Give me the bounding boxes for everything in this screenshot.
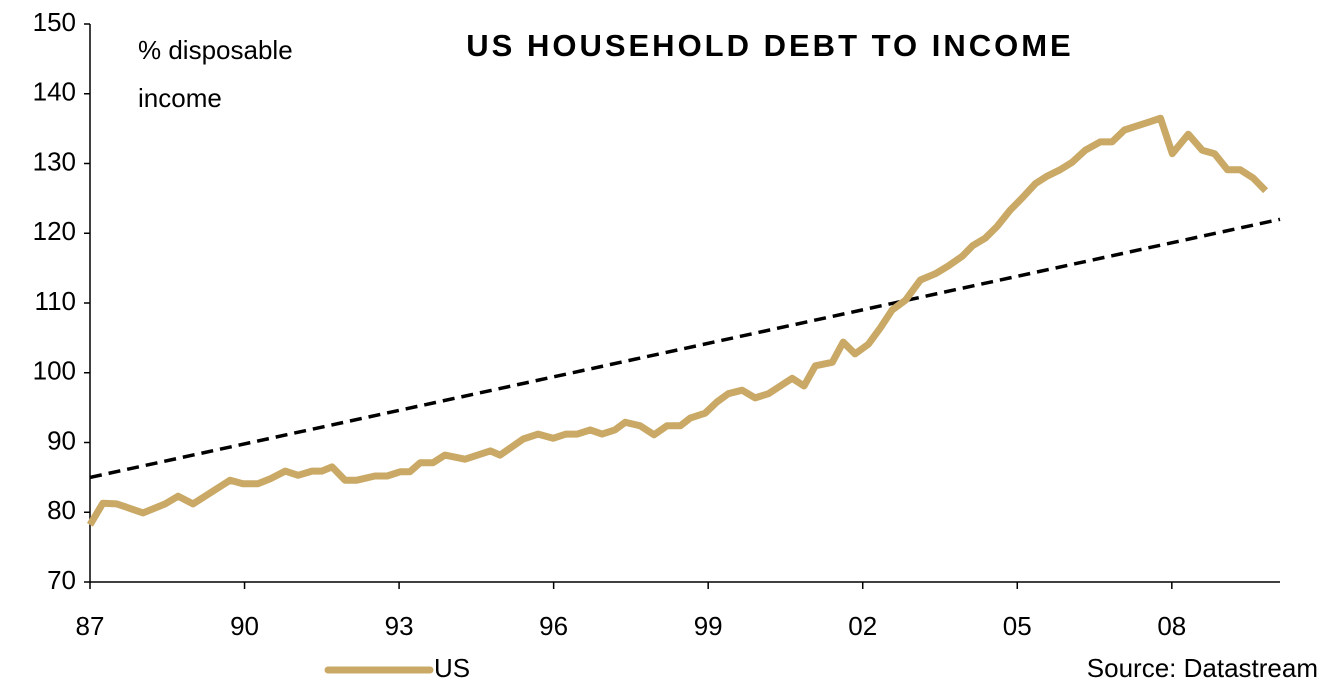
x-tick-label: 90 [230, 611, 259, 641]
x-tick-label: 05 [1003, 611, 1032, 641]
x-tick-label: 99 [694, 611, 723, 641]
y-tick-label: 140 [33, 77, 76, 107]
y-tick-label: 150 [33, 7, 76, 37]
x-tick-label: 02 [848, 611, 877, 641]
chart-title: US HOUSEHOLD DEBT TO INCOME [466, 28, 1073, 63]
x-tick-label: 96 [539, 611, 568, 641]
legend-label: US [434, 653, 470, 683]
y-tick-label: 130 [33, 146, 76, 176]
y-tick-label: 120 [33, 216, 76, 246]
trend-line [89, 217, 1281, 480]
x-tick-label: 87 [76, 611, 105, 641]
y-tick-label: 90 [47, 425, 76, 455]
y-tick-label: 110 [35, 286, 76, 316]
x-tick-label: 08 [1157, 611, 1186, 641]
data-line [86, 114, 1269, 527]
y-tick-label: 100 [33, 356, 76, 386]
y-axis-label: % disposable income [138, 35, 293, 113]
x-tick-label: 93 [385, 611, 414, 641]
y-tick-label: 70 [47, 565, 76, 595]
y-tick-label: 80 [47, 495, 76, 525]
source-note: Source: Datastream [1087, 653, 1318, 683]
